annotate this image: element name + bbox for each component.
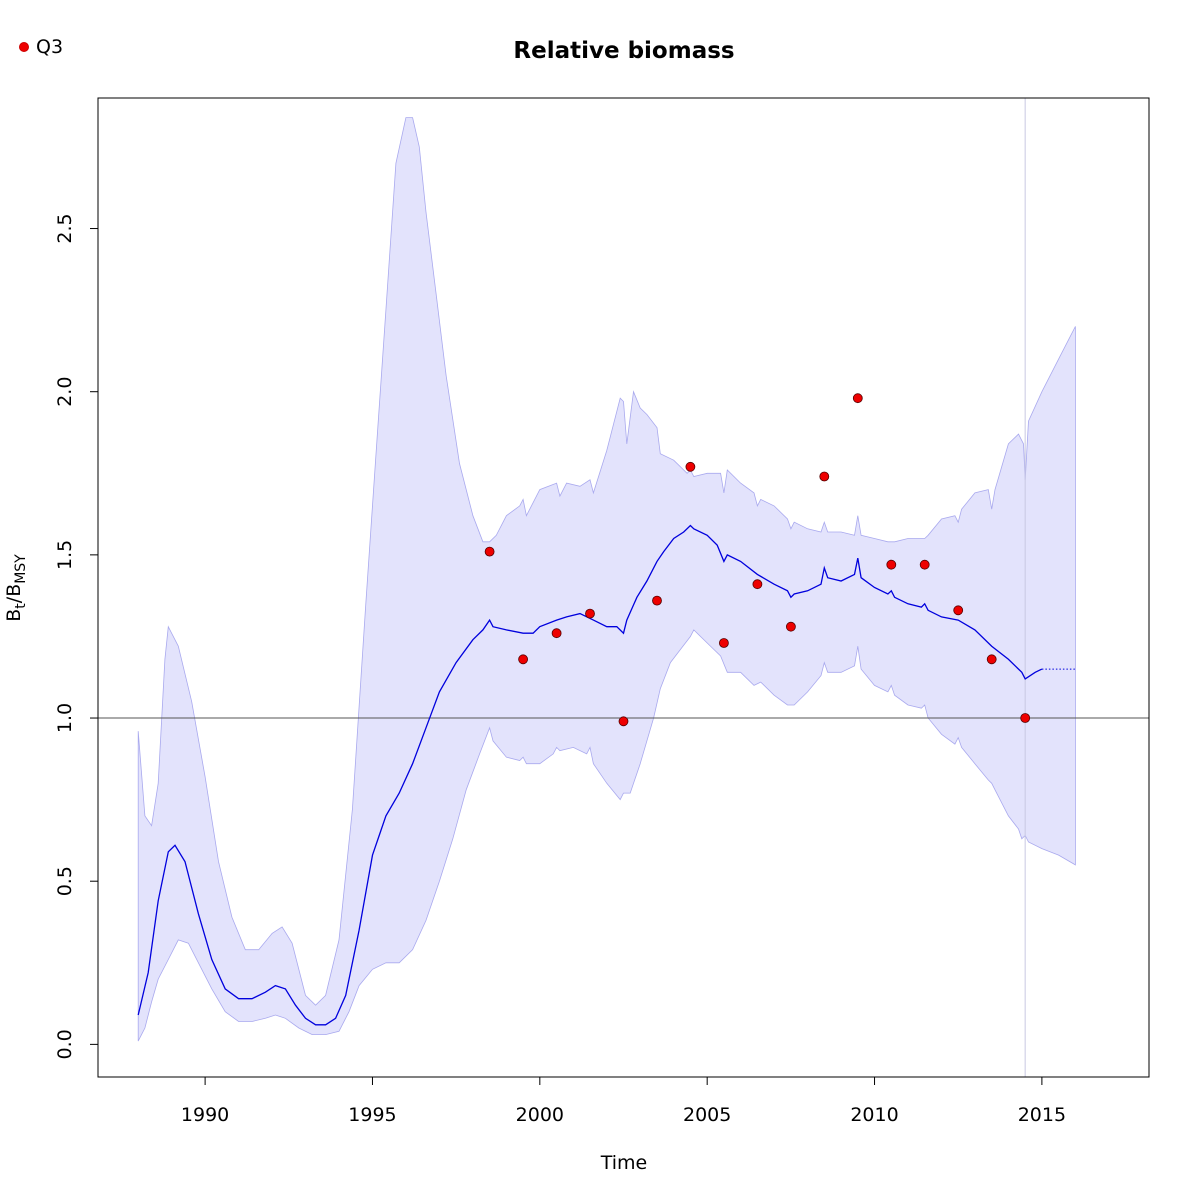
data-point-q3 <box>852 393 863 404</box>
data-point-q3 <box>886 559 897 570</box>
data-point-q3 <box>685 461 696 472</box>
data-point-q3 <box>585 608 595 619</box>
data-point-q3 <box>484 546 495 557</box>
y-axis-label-main: B <box>3 609 25 622</box>
estimate-line <box>137 524 1043 1026</box>
x-axis-label: Time <box>600 1152 648 1174</box>
y-tick-label: 1.0 <box>54 703 76 733</box>
x-tick-label: 1995 <box>348 1104 396 1126</box>
chart-title: Relative biomass <box>513 38 734 64</box>
y-tick-label: 2.5 <box>54 213 76 243</box>
data-point-q3 <box>752 579 763 590</box>
data-point-q3 <box>719 638 729 648</box>
data-point-q3 <box>786 621 796 632</box>
y-tick-label: 1.5 <box>54 540 76 570</box>
confidence-band <box>137 117 1076 1042</box>
data-point-q3 <box>1020 713 1031 723</box>
data-point-q3 <box>819 471 830 482</box>
x-axis: 1990 1995 2000 2005 2010 2015 <box>181 1077 1066 1126</box>
data-point-q3 <box>652 595 662 606</box>
x-tick-label: 2010 <box>850 1104 898 1126</box>
data-point-q3 <box>551 628 562 639</box>
x-tick-label: 2015 <box>1018 1104 1066 1126</box>
y-tick-label: 2.0 <box>54 377 76 407</box>
y-tick-label: 0.5 <box>54 866 76 896</box>
x-tick-label: 1990 <box>181 1104 229 1126</box>
legend: Q3 <box>19 36 63 58</box>
y-axis: 0.0 0.5 1.0 1.5 2.0 2.5 <box>54 213 98 1060</box>
legend-label-q3: Q3 <box>36 36 63 58</box>
legend-marker-q3 <box>19 42 29 52</box>
data-point-q3 <box>518 654 528 665</box>
y-axis-label-sep: /B <box>3 584 25 603</box>
plot-frame <box>97 97 1150 1078</box>
data-point-q3 <box>953 605 964 616</box>
plot-area <box>98 98 1149 1077</box>
y-axis-label-sub-t: t <box>13 603 29 609</box>
data-point-q3 <box>618 716 629 727</box>
y-axis-label: Bt/BMSY <box>3 554 29 622</box>
x-tick-label: 2000 <box>516 1104 564 1126</box>
x-tick-label: 2005 <box>683 1104 731 1126</box>
data-point-q3 <box>986 654 997 665</box>
data-point-q3 <box>919 559 930 570</box>
y-axis-label-sub-msy: MSY <box>13 554 29 584</box>
y-tick-label: 0.0 <box>54 1029 76 1059</box>
